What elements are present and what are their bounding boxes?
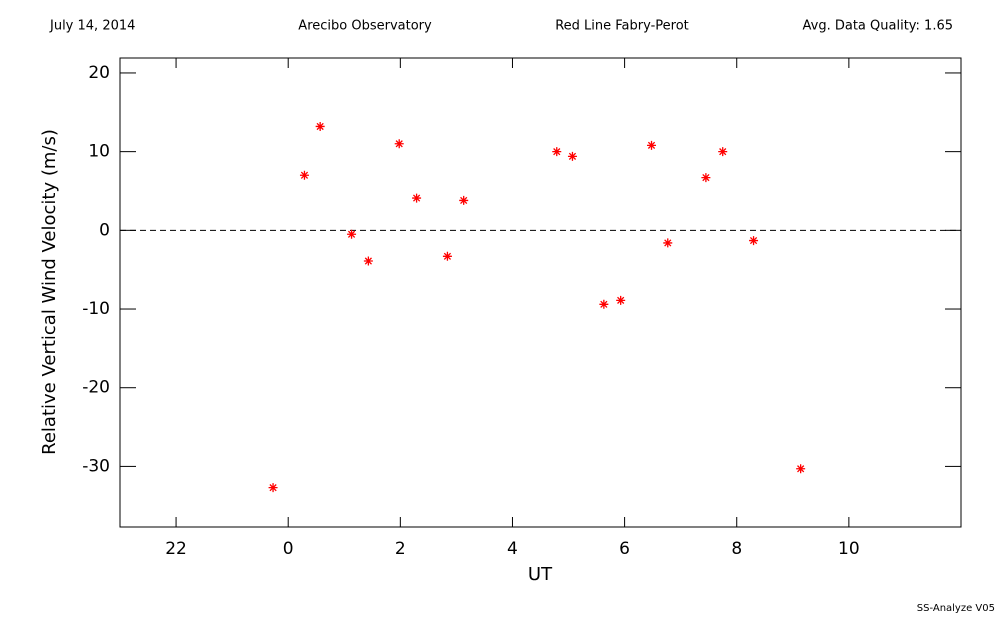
y-axis-label: Relative Vertical Wind Velocity (m/s) — [39, 129, 60, 455]
data-point — [347, 229, 357, 239]
x-tick-label: 10 — [838, 539, 860, 559]
data-point — [718, 147, 728, 157]
x-tick-label: 0 — [283, 539, 294, 559]
x-tick-label: 4 — [507, 539, 518, 559]
site-header: Arecibo Observatory — [298, 19, 432, 34]
data-point — [412, 193, 422, 203]
data-point — [599, 299, 609, 309]
data-point — [796, 464, 806, 474]
plot-frame — [119, 57, 962, 528]
data-point — [567, 151, 577, 161]
data-point — [749, 236, 759, 246]
data-point — [363, 256, 373, 266]
x-tick-label: 8 — [731, 539, 742, 559]
data-point — [552, 147, 562, 157]
data-point — [459, 195, 469, 205]
instrument-header: Red Line Fabry-Perot — [555, 19, 689, 34]
data-point — [442, 251, 452, 261]
x-tick-label: 6 — [619, 539, 630, 559]
quality-header: Avg. Data Quality: 1.65 — [803, 19, 953, 34]
y-tick-label: 10 — [88, 142, 110, 162]
data-point — [663, 238, 673, 248]
x-tick-label: 2 — [395, 539, 406, 559]
data-point — [647, 140, 657, 150]
data-point — [268, 483, 278, 493]
y-tick-label: -20 — [82, 378, 110, 398]
footer: SS-Analyze V05 — [917, 603, 995, 614]
data-point — [394, 139, 404, 149]
data-point — [616, 295, 626, 305]
y-tick-label: 0 — [99, 220, 110, 240]
date-header: July 14, 2014 — [49, 19, 135, 34]
x-axis-label: UT — [528, 564, 553, 585]
data-point — [299, 170, 309, 180]
y-tick-label: -30 — [82, 456, 110, 476]
data-point — [315, 121, 325, 131]
y-tick-label: 20 — [88, 63, 110, 83]
data-point — [701, 173, 711, 183]
y-tick-label: -10 — [82, 299, 110, 319]
x-tick-label: 22 — [165, 539, 187, 559]
